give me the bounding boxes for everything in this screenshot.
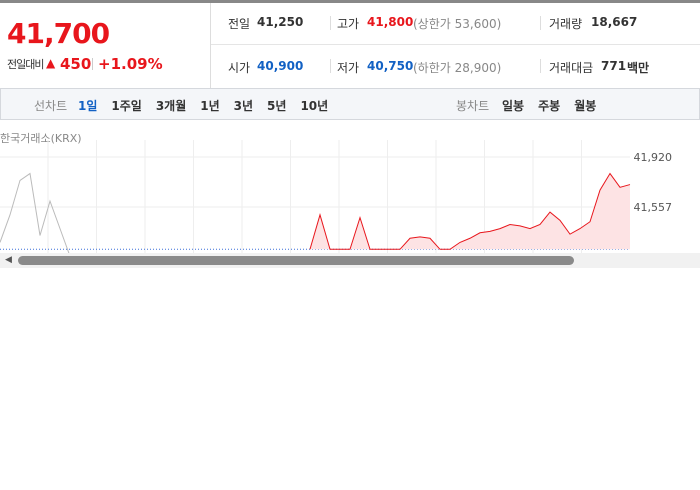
stat-label: 고가 [337,17,360,31]
tab[interactable]: 3개월 [155,99,187,113]
stat-label: 거래량 [549,17,583,31]
tab[interactable]: 10년 [300,99,329,113]
up-icon: ▲ [46,56,56,70]
stat-label: 거래대금 [549,61,594,75]
plot: 41,920 41,557 41,194 [0,140,672,253]
change: 450 [60,55,92,73]
row-sep [211,44,700,45]
stat-value: 41,250 [257,15,304,29]
sep [330,59,331,73]
stat-unit: 백만 [627,61,650,75]
y-tick-label: 41,194 [634,251,673,253]
tab-group-label: 선차트 [34,99,68,113]
price: 41,700 [7,17,110,50]
sep [540,16,541,30]
tab[interactable]: 1년 [200,99,220,113]
tab[interactable]: 5년 [267,99,287,113]
tab[interactable]: 월봉 [574,99,597,113]
chart: 41,920 41,557 41,194 [0,140,672,253]
stat-value: 41,800 [367,15,414,29]
tab[interactable]: 일봉 [502,99,525,113]
tab[interactable]: 3년 [233,99,254,113]
change-pct: +1.09% [98,55,163,73]
line [0,172,70,253]
tab-bar: 선차트 봉차트 1일 1주일 3개월 1년 3년 5년 10년 일봉 주봉 월봉 [0,88,700,120]
tab[interactable]: 1일 [78,99,98,113]
stat-value: 18,667 [591,15,638,29]
change-label: 전일대비 [7,58,44,71]
price-panel: 41,700 전일대비 ▲ 450 +1.09% [0,3,211,88]
area [310,173,630,250]
scrollbar[interactable]: ◀ [0,253,700,268]
stat-label: 저가 [337,61,360,75]
chart-source: 한국거래소(KRX) [0,132,82,145]
stat-label: 전일 [228,17,251,31]
tab[interactable]: 1주일 [111,99,142,113]
y-tick-label: 41,920 [634,151,673,164]
tab-group-label: 봉차트 [456,99,490,113]
sep [92,58,93,70]
y-tick-label: 41,557 [634,201,673,214]
stat-limit: (상한가 53,600) [413,17,502,31]
top-border [0,0,700,3]
scroll-thumb[interactable] [18,256,574,265]
tab[interactable]: 주봉 [538,99,561,113]
sep [330,16,331,30]
line [309,172,631,250]
stat-limit: (하한가 28,900) [413,61,502,75]
stat-value: 40,750 [367,59,414,73]
stat-value: 771 [601,59,627,73]
stat-label: 시가 [228,61,251,75]
sep [540,59,541,73]
stat-value: 40,900 [257,59,304,73]
scroll-left[interactable]: ◀ [5,255,12,265]
